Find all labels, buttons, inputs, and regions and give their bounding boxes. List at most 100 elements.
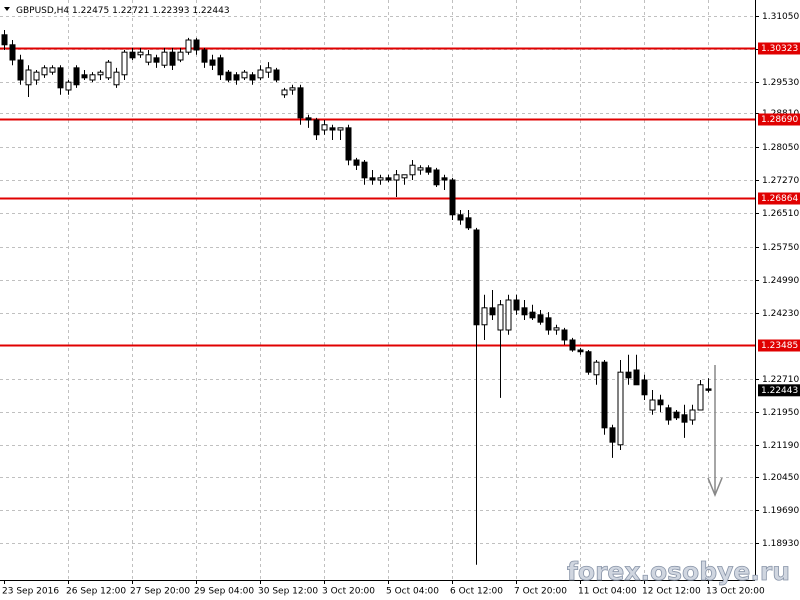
level-label-bg xyxy=(758,339,800,352)
candle-body xyxy=(673,411,680,419)
candle-body xyxy=(17,59,24,81)
levels xyxy=(0,47,755,347)
y-tick-label: 1.25750 xyxy=(762,243,799,253)
candle-body xyxy=(153,57,160,63)
candle-body xyxy=(657,399,664,406)
x-tick-label: 7 Oct 20:00 xyxy=(514,587,567,597)
candle-body xyxy=(193,39,200,51)
candle-body xyxy=(633,369,640,386)
candle-body xyxy=(385,177,392,181)
candle-body xyxy=(65,81,72,91)
level-label-bg xyxy=(758,42,800,55)
candle-body xyxy=(545,317,552,331)
level-label: 1.28690 xyxy=(761,115,798,125)
candle-body xyxy=(553,327,560,331)
candle-body xyxy=(169,51,176,66)
candle-body xyxy=(25,69,32,86)
y-tick-label: 1.24230 xyxy=(762,309,799,319)
candle-body xyxy=(521,307,528,316)
candle-body xyxy=(145,54,152,63)
y-tick-label: 1.28050 xyxy=(762,143,799,153)
candle-body xyxy=(177,51,184,61)
candle-body xyxy=(81,74,88,79)
level-label: 1.23485 xyxy=(761,341,798,351)
candle-body xyxy=(473,229,480,326)
candle-body xyxy=(513,299,520,311)
candle-body xyxy=(313,119,320,136)
candle-body xyxy=(641,379,648,396)
candle-body xyxy=(649,399,656,411)
candle-body xyxy=(257,69,264,79)
candle-body xyxy=(505,299,512,331)
candle-body xyxy=(273,69,280,81)
candle-body xyxy=(121,51,128,76)
header-low: 1.22393 xyxy=(152,6,189,16)
level-label: 1.26864 xyxy=(761,194,798,204)
candle-body xyxy=(425,167,432,173)
candle-body xyxy=(321,124,328,131)
candle-body xyxy=(625,371,632,379)
candle-body xyxy=(217,57,224,76)
axis-labels: 1.310501.302901.295301.288101.280501.272… xyxy=(2,12,800,597)
candle-body xyxy=(185,39,192,53)
candle-body xyxy=(465,217,472,229)
candle-body xyxy=(441,177,448,181)
candle-body xyxy=(361,161,368,179)
header-close: 1.22443 xyxy=(192,6,229,16)
candle-body xyxy=(577,349,584,353)
candle-body xyxy=(433,169,440,186)
y-tick-label: 1.24990 xyxy=(762,276,799,286)
y-tick-label: 1.21950 xyxy=(762,408,799,418)
candle-body xyxy=(457,214,464,221)
candle-body xyxy=(161,51,168,66)
candle-body xyxy=(113,71,120,86)
candle-body xyxy=(249,74,256,81)
candle-body xyxy=(201,49,208,63)
y-tick-label: 1.22710 xyxy=(762,375,799,385)
candle-body xyxy=(89,74,96,81)
candle-body xyxy=(1,34,8,46)
candle-body xyxy=(49,67,56,73)
y-tick-label: 1.19690 xyxy=(762,506,799,516)
candle-body xyxy=(129,51,136,59)
candle-body xyxy=(689,409,696,421)
candle-body xyxy=(417,167,424,171)
candle-body xyxy=(697,384,704,411)
x-tick-label: 11 Oct 04:00 xyxy=(578,587,637,597)
price-label-bg xyxy=(758,384,800,397)
candle-body xyxy=(281,89,288,96)
candle-body xyxy=(241,71,248,79)
y-tick-label: 1.27270 xyxy=(762,176,799,186)
candle-body xyxy=(449,179,456,216)
header: GBPUSD,H4 1.22475 1.22721 1.22393 1.2244… xyxy=(16,6,230,16)
candle-body xyxy=(705,388,712,391)
y-tick-label: 1.20450 xyxy=(762,473,799,483)
candle-body xyxy=(377,177,384,181)
candle-body xyxy=(393,174,400,181)
candle-body xyxy=(609,427,616,443)
x-tick-label: 29 Sep 04:00 xyxy=(194,587,254,597)
x-tick-label: 26 Sep 12:00 xyxy=(66,587,126,597)
level-label-bg xyxy=(758,113,800,126)
x-tick-label: 30 Sep 12:00 xyxy=(258,587,318,597)
candle-body xyxy=(209,59,216,66)
candle-body xyxy=(617,371,624,446)
candle-body xyxy=(481,307,488,326)
candle-body xyxy=(297,87,304,119)
candle-body xyxy=(601,361,608,429)
candle-body xyxy=(401,174,408,179)
candle-body xyxy=(337,127,344,131)
x-tick-label: 6 Oct 12:00 xyxy=(450,587,503,597)
y-tick-label: 1.29530 xyxy=(762,78,799,88)
candle-body xyxy=(233,74,240,81)
candle-body xyxy=(497,304,504,331)
y-tick-label: 1.21190 xyxy=(762,441,799,451)
candle-body xyxy=(41,67,48,76)
candle-body xyxy=(105,61,112,79)
symbol: GBPUSD,H4 xyxy=(16,6,69,16)
header-high: 1.22721 xyxy=(112,6,149,16)
candle-body xyxy=(329,127,336,131)
candle-body xyxy=(73,67,80,86)
candle-body xyxy=(409,164,416,176)
